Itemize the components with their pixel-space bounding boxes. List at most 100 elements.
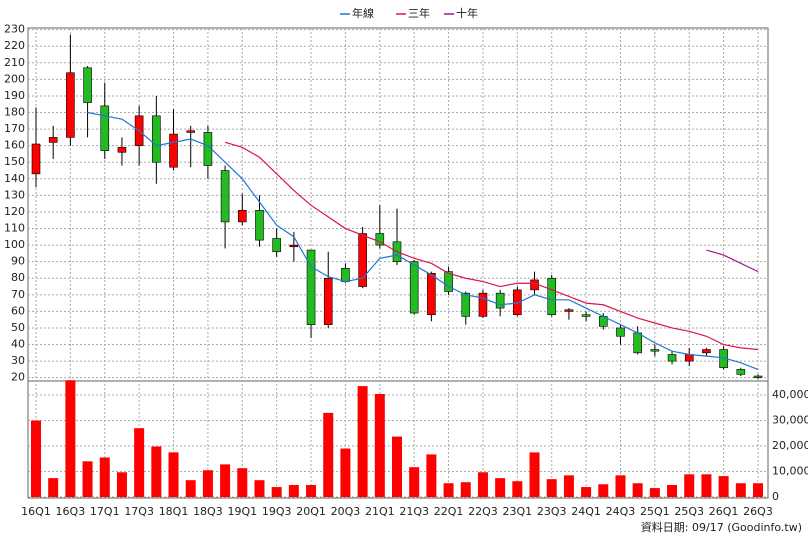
volume-bar: [615, 475, 626, 497]
volume-bar: [357, 386, 368, 497]
ma-line: [224, 141, 759, 351]
legend-label: 年線: [352, 6, 374, 20]
legend-label: 三年: [408, 6, 430, 20]
x-tick-label: 20Q3: [331, 505, 361, 518]
candle-body: [220, 170, 230, 223]
candle-body: [736, 369, 746, 375]
y-tick-label: 200: [4, 72, 25, 85]
x-tick-label: 16Q1: [21, 505, 51, 518]
y-tick-label: 70: [11, 288, 25, 301]
volume-bar: [477, 472, 488, 497]
candle-body: [117, 147, 127, 153]
volume-bar: [65, 380, 76, 497]
y-tick-label: 80: [11, 271, 25, 284]
volume-bar: [409, 467, 420, 497]
y-tick-label: 30: [11, 354, 25, 367]
candle-body: [358, 233, 367, 287]
x-tick-label: 19Q1: [227, 505, 257, 518]
y-tick-label: 190: [4, 89, 25, 102]
footer: 資料日期: 09/17 (Goodinfo.tw): [641, 520, 802, 534]
candle-body: [547, 277, 557, 316]
volume-bar: [340, 448, 351, 497]
y-tick-label: 90: [11, 255, 25, 268]
volume-bar: [185, 480, 196, 497]
volume-bar: [392, 436, 402, 497]
candle-body: [31, 143, 41, 175]
x-tick-label: 24Q3: [606, 505, 636, 518]
candle-body: [186, 130, 196, 133]
x-tick-label: 17Q1: [90, 505, 120, 518]
y-tick-label: 210: [4, 56, 25, 69]
candle-body: [272, 238, 281, 253]
candle-body: [461, 292, 471, 317]
volume-bar: [99, 457, 110, 497]
candle-body: [616, 327, 625, 337]
ma-line: [87, 111, 759, 370]
candle-body: [152, 115, 161, 163]
y-tick-label: 140: [4, 172, 25, 185]
y-tick-label: 160: [4, 139, 25, 152]
volume-bar: [254, 480, 265, 497]
volume-bar: [306, 485, 317, 497]
volume-bar: [323, 412, 334, 497]
candle-body: [444, 271, 453, 292]
y-tick-label: 20: [11, 371, 25, 384]
y-tick-label: 230: [4, 23, 25, 36]
x-tick-label: 22Q3: [468, 505, 498, 518]
x-tick-label: 26Q3: [743, 505, 773, 518]
volume-bar: [426, 454, 437, 497]
volume-bar: [31, 420, 41, 497]
y-tick-label: 170: [4, 122, 25, 135]
candle-body: [753, 375, 763, 378]
candle-body: [409, 261, 419, 314]
y-tick-label: 150: [4, 155, 25, 168]
y-tick-label: 220: [4, 39, 25, 52]
ma-line: [706, 249, 759, 273]
candle-body: [66, 72, 75, 138]
x-tick-label: 25Q3: [674, 505, 704, 518]
x-tick-label: 21Q3: [399, 505, 429, 518]
candle-body: [633, 332, 642, 354]
x-tick-label: 25Q1: [640, 505, 670, 518]
volume-bar: [460, 482, 471, 497]
volume-bar: [202, 470, 213, 497]
volume-bar: [649, 488, 660, 497]
x-tick-label: 19Q3: [262, 505, 292, 518]
y-tick-label: 60: [11, 304, 25, 317]
volume-bar: [151, 446, 162, 497]
volume-bar: [598, 484, 609, 497]
x-tick-label: 23Q3: [537, 505, 567, 518]
y-tick-label: 180: [4, 106, 25, 119]
volume-bar: [581, 487, 592, 497]
y-tick-label: 110: [4, 222, 25, 235]
x-tick-label: 16Q3: [56, 505, 86, 518]
candle-body: [478, 292, 488, 317]
candle-body: [48, 137, 58, 143]
volume-bar: [288, 485, 299, 497]
candle-body: [650, 349, 660, 352]
x-tick-label: 18Q3: [193, 505, 223, 518]
candle-body: [169, 133, 178, 168]
x-tick-label: 20Q1: [296, 505, 326, 518]
y2-tick-label: 10,000: [772, 465, 808, 478]
price-panel: [27, 27, 769, 382]
candle-body: [306, 249, 316, 325]
volume-bar: [718, 476, 729, 497]
volume-bar: [168, 452, 179, 497]
candle-body: [564, 309, 574, 312]
volume-bar: [512, 481, 523, 497]
candle-body: [581, 314, 591, 317]
volume-bar: [546, 479, 557, 497]
volume-bar: [529, 452, 540, 497]
x-tick-label: 24Q1: [571, 505, 601, 518]
volume-bar: [735, 483, 746, 497]
y-tick-label: 130: [4, 188, 25, 201]
candle-body: [289, 244, 299, 248]
volume-bar: [632, 483, 643, 497]
candle-body: [100, 105, 110, 151]
volume-bar: [753, 483, 763, 497]
y-tick-label: 100: [4, 238, 25, 251]
candle-body: [667, 354, 677, 362]
volume-bar: [667, 485, 678, 497]
